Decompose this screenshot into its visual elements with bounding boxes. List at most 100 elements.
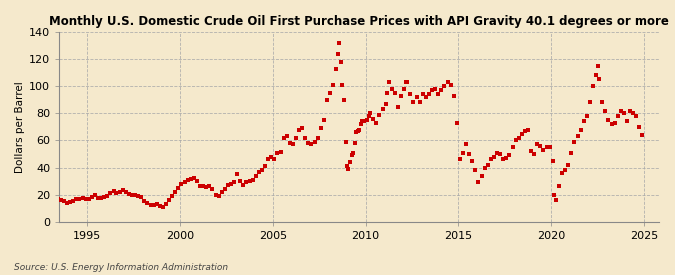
Point	[483, 163, 493, 167]
Point	[634, 125, 645, 129]
Point	[516, 131, 527, 136]
Point	[402, 80, 412, 84]
Point	[550, 198, 561, 202]
Point	[300, 136, 310, 140]
Point	[470, 168, 481, 172]
Point	[201, 185, 212, 189]
Point	[358, 119, 369, 123]
Point	[464, 152, 475, 156]
Point	[179, 180, 190, 184]
Point	[473, 180, 484, 185]
Point	[235, 179, 246, 183]
Point	[622, 119, 632, 123]
Point	[225, 182, 236, 187]
Point	[350, 141, 360, 145]
Point	[55, 198, 66, 202]
Point	[345, 160, 356, 164]
Point	[117, 188, 128, 192]
Point	[238, 183, 249, 187]
Point	[446, 82, 456, 87]
Point	[592, 64, 603, 68]
Point	[504, 153, 515, 158]
Point	[315, 126, 326, 130]
Point	[597, 100, 608, 104]
Point	[591, 73, 601, 78]
Point	[124, 192, 134, 196]
Point	[566, 150, 576, 155]
Point	[80, 196, 91, 201]
Point	[102, 194, 113, 198]
Point	[229, 180, 240, 184]
Point	[188, 176, 199, 181]
Point	[400, 80, 411, 84]
Point	[167, 194, 178, 198]
Point	[600, 108, 611, 113]
Point	[309, 139, 320, 144]
Point	[340, 139, 351, 144]
Point	[294, 128, 304, 133]
Point	[297, 126, 308, 130]
Point	[575, 127, 586, 132]
Point	[382, 91, 393, 95]
Text: Source: U.S. Energy Information Administration: Source: U.S. Energy Information Administ…	[14, 263, 227, 272]
Point	[436, 88, 447, 92]
Point	[364, 111, 375, 116]
Point	[357, 119, 368, 123]
Point	[342, 164, 352, 168]
Point	[250, 174, 261, 178]
Point	[194, 184, 205, 189]
Point	[421, 95, 431, 99]
Point	[53, 197, 63, 202]
Point	[77, 196, 88, 200]
Point	[414, 100, 425, 104]
Point	[479, 165, 490, 170]
Point	[343, 167, 354, 171]
Point	[272, 150, 283, 155]
Point	[380, 101, 391, 106]
Point	[327, 82, 338, 87]
Point	[219, 187, 230, 191]
Point	[417, 92, 428, 97]
Point	[99, 194, 109, 199]
Point	[96, 196, 107, 200]
Point	[83, 196, 94, 201]
Point	[346, 153, 357, 158]
Point	[232, 172, 242, 177]
Point	[275, 150, 286, 154]
Point	[306, 142, 317, 147]
Point	[616, 108, 626, 113]
Point	[389, 91, 400, 95]
Point	[151, 202, 162, 206]
Point	[170, 190, 181, 194]
Point	[65, 200, 76, 204]
Point	[587, 84, 598, 88]
Point	[281, 134, 292, 139]
Point	[145, 203, 156, 207]
Point	[354, 127, 365, 132]
Point	[541, 145, 552, 149]
Point	[476, 174, 487, 178]
Point	[127, 193, 138, 197]
Point	[618, 111, 629, 116]
Point	[377, 107, 388, 111]
Point	[578, 119, 589, 123]
Point	[363, 114, 374, 118]
Point	[458, 150, 468, 155]
Point	[136, 195, 146, 200]
Point	[522, 127, 533, 132]
Point	[142, 201, 153, 206]
Point	[120, 190, 131, 194]
Point	[198, 184, 209, 189]
Point	[256, 168, 267, 172]
Point	[610, 120, 620, 125]
Point	[461, 142, 472, 147]
Point	[130, 193, 140, 197]
Point	[498, 157, 509, 162]
Point	[362, 118, 373, 122]
Point	[452, 120, 462, 125]
Point	[513, 136, 524, 140]
Point	[155, 204, 165, 208]
Point	[269, 157, 279, 162]
Point	[501, 156, 512, 160]
Point	[371, 120, 382, 125]
